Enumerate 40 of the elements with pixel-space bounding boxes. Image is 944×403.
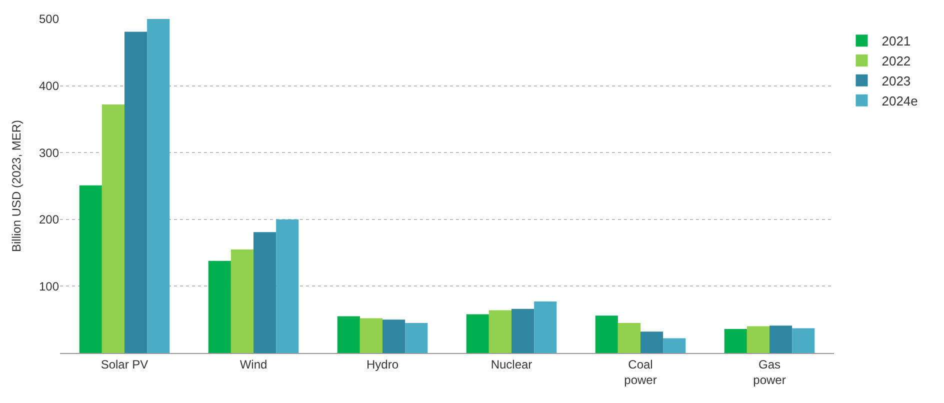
bar — [360, 318, 382, 353]
bar — [382, 320, 406, 353]
legend-label: 2024e — [882, 93, 918, 108]
bar — [102, 104, 124, 353]
bar — [79, 185, 102, 353]
bar — [724, 328, 747, 353]
legend-label: 2023 — [882, 74, 911, 88]
bar — [337, 316, 360, 353]
bar — [512, 308, 534, 353]
bar — [618, 322, 640, 353]
legend-label: 2022 — [882, 54, 911, 69]
bar — [663, 338, 686, 353]
x-tick-label: Hydro — [366, 357, 399, 372]
y-tick-label: 300 — [38, 146, 60, 160]
x-tick-label: Gas power — [753, 357, 786, 387]
bar — [124, 32, 148, 353]
x-tick-label: Wind — [240, 357, 268, 372]
x-tick-label: Nuclear — [490, 357, 532, 372]
bar — [405, 322, 428, 353]
bar — [534, 302, 557, 353]
y-axis-title: Billion USD (2023, MER) — [9, 120, 24, 252]
bar — [466, 314, 489, 353]
y-tick-label: 500 — [38, 12, 60, 26]
y-tick-label: 400 — [38, 79, 60, 93]
bar — [488, 310, 512, 353]
x-tick-label: Coal power — [624, 357, 657, 387]
bar — [792, 328, 815, 353]
bar — [770, 326, 792, 353]
x-tick-label: Solar PV — [100, 357, 148, 372]
bar — [254, 232, 276, 353]
bar — [230, 249, 254, 353]
bar — [276, 219, 299, 353]
y-tick-label: 100 — [38, 279, 60, 294]
bar — [208, 260, 231, 353]
bar — [147, 19, 170, 353]
bar — [746, 326, 770, 353]
legend-label: 2021 — [882, 34, 911, 49]
bar — [640, 332, 664, 353]
y-tick-label: 200 — [38, 212, 60, 227]
bar — [595, 316, 618, 353]
